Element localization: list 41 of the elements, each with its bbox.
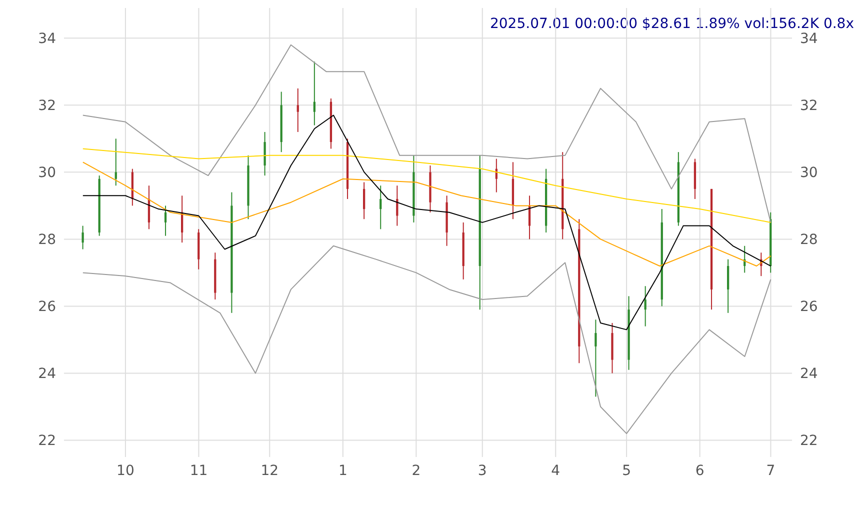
candlestick [727, 258, 730, 314]
x-tick-label: 6 [695, 462, 704, 479]
x-tick-label: 3 [478, 462, 487, 479]
y2-tick-label: 30 [800, 165, 818, 182]
x-tick-label: 7 [766, 462, 776, 479]
candlestick [82, 225, 84, 250]
candlestick [644, 286, 646, 327]
y2-tick-label: 22 [800, 433, 818, 450]
candlestick [296, 88, 299, 132]
y-tick-label: 30 [38, 165, 56, 182]
x-tick-label: 2 [412, 462, 421, 479]
y-tick-label: 24 [38, 366, 56, 382]
x-tick-label: 11 [190, 462, 208, 479]
y-tick-label: 32 [38, 98, 56, 114]
line-series [82, 148, 772, 223]
y2-tick-label: 34 [800, 31, 818, 48]
candlestick [264, 131, 266, 176]
y-tick-label: 34 [38, 31, 56, 48]
y-tick-label: 22 [38, 433, 56, 450]
line-series [82, 44, 772, 223]
text: 2025.07.01 00:00:00 $28.61 1.89% vol:156.2K 0.8x [490, 16, 854, 32]
x-tick-label: 1 [338, 462, 348, 479]
candlestick [313, 61, 316, 126]
y2-tick-label: 24 [800, 366, 818, 382]
candlestick [380, 185, 382, 230]
y-tick-label: 26 [38, 299, 56, 316]
candlestick [363, 182, 366, 220]
y2-tick-label: 26 [800, 299, 818, 316]
y2-tick-label: 32 [800, 98, 818, 114]
line-series [82, 245, 772, 434]
y2-tick-label: 28 [800, 232, 818, 248]
line-series [82, 114, 772, 330]
candlestick [594, 319, 597, 398]
y-tick-label: 28 [38, 232, 56, 248]
line-series [82, 162, 772, 267]
candlestick [164, 205, 167, 236]
x-tick-label: 10 [116, 462, 134, 479]
x-tick-label: 5 [622, 462, 632, 479]
x-tick-label: 12 [260, 462, 279, 479]
x-tick-label: 4 [551, 462, 560, 479]
candlestick [114, 138, 117, 186]
